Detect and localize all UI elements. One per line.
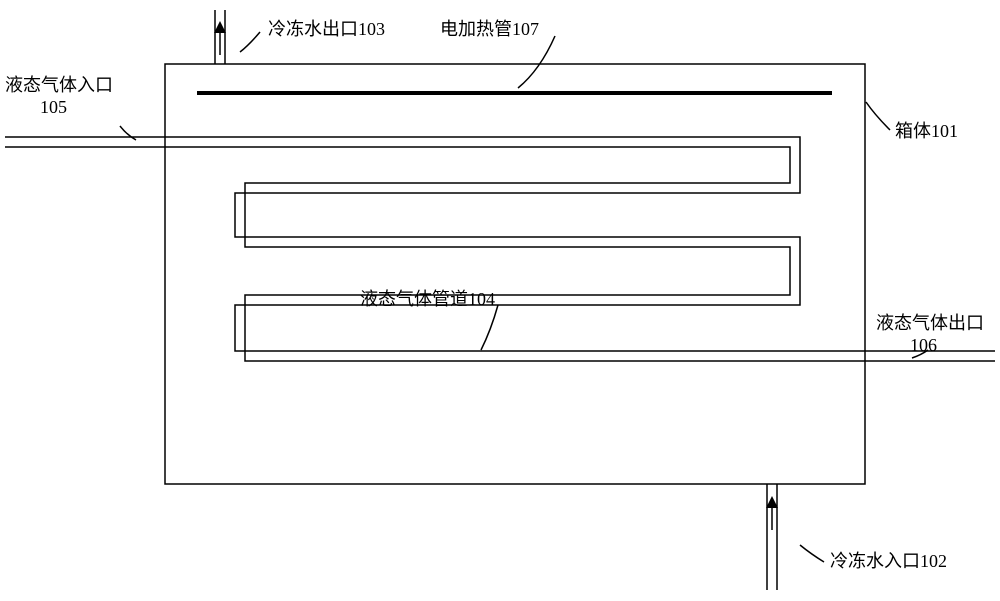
label-heater: 电加热管107: [440, 18, 539, 41]
label-pipe: 液态气体管道104: [360, 288, 495, 311]
label-liquid-in-1: 液态气体入口: [5, 74, 113, 97]
diagram-canvas: [0, 0, 1000, 601]
label-chilled-out: 冷冻水出口103: [268, 18, 385, 41]
label-chilled-in: 冷冻水入口102: [830, 550, 947, 573]
label-liquid-in-2: 105: [40, 96, 67, 119]
label-liquid-out-2: 106: [910, 334, 937, 357]
label-liquid-out-1: 液态气体出口: [876, 312, 984, 335]
label-box: 箱体101: [895, 120, 958, 143]
